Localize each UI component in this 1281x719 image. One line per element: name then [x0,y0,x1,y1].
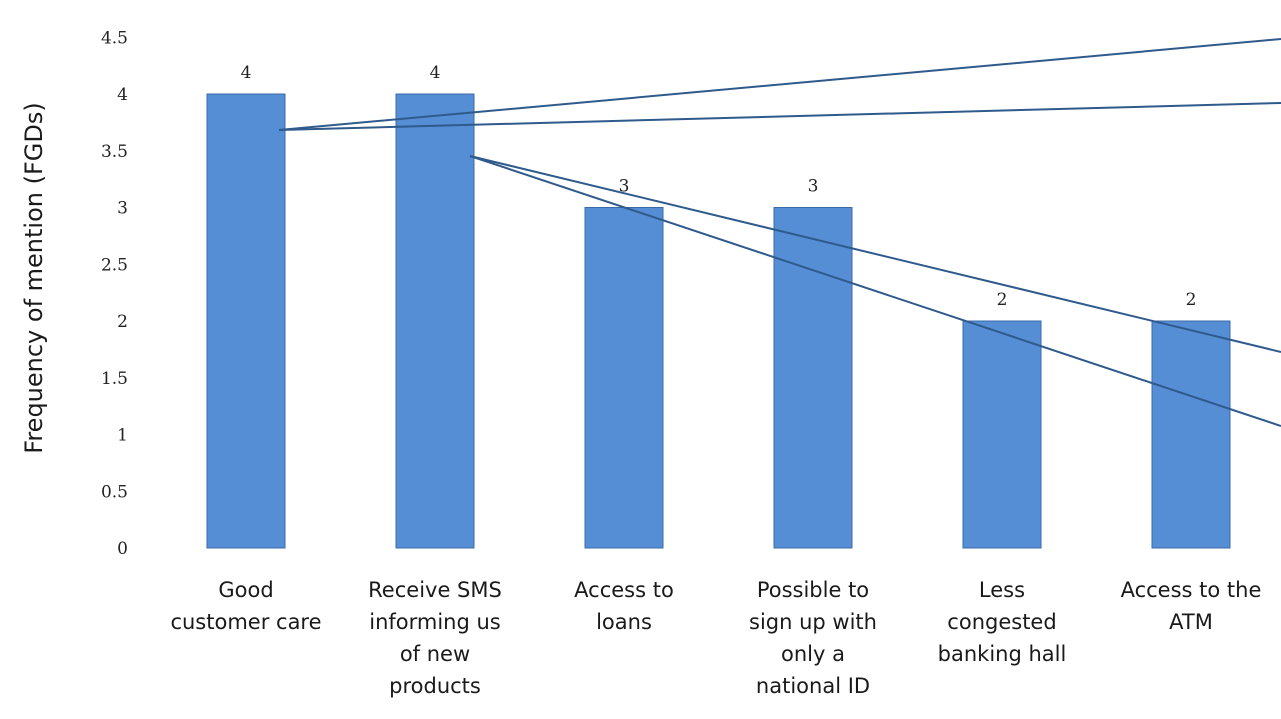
category-label-line: Good [218,578,273,602]
y-tick-label: 1.5 [101,369,128,389]
category-label-line: of new [400,642,470,666]
category-label-line: Receive SMS [368,578,502,602]
y-tick-label: 3 [117,199,128,219]
callout-line [469,155,1281,427]
category-label: Access to loans [574,578,674,634]
data-label: 2 [997,290,1008,310]
callout-line [278,102,1281,131]
category-label-line: banking hall [938,642,1067,666]
category-label: Good customer care [170,578,321,634]
category-label-line: sign up with [749,610,877,634]
y-tick-label: 2.5 [101,255,128,275]
category-label-line: Possible to [757,578,869,602]
category-label-line: customer care [170,610,321,634]
category-label-line: only a [781,642,845,666]
category-label-line: ATM [1169,610,1213,634]
bar [1151,320,1231,549]
category-label-line: Access to [574,578,674,602]
bar [206,93,286,549]
callout-line [278,38,1281,131]
y-tick-label: 4 [117,85,128,105]
category-label: Less congested banking hall [938,578,1067,666]
bar [395,93,475,549]
category-label-line: congested [947,610,1056,634]
data-label: 3 [619,177,630,197]
category-label-line: loans [596,610,652,634]
y-tick-label: 0.5 [101,482,128,502]
callout-lines [278,38,1281,427]
category-labels: Good customer care Receive SMS informing us… [170,578,1261,698]
y-tick-label: 4.5 [101,28,128,48]
data-label: 4 [241,63,252,83]
data-label: 4 [430,63,441,83]
y-axis-title-group: Frequency of mention (FGDs) [20,102,48,453]
data-label: 3 [808,177,819,197]
category-label-line: products [389,674,481,698]
y-axis-ticks: 0 0.5 1 1.5 2 2.5 3 3.5 4 4.5 [101,28,128,559]
callout-line [469,155,1281,353]
category-label-line: Access to the [1121,578,1262,602]
y-tick-label: 1 [117,426,128,446]
bar [773,207,853,549]
category-label: Receive SMS informing us of new products [368,578,502,698]
category-label-line: national ID [756,674,870,698]
data-labels: 4 4 3 3 2 2 [241,63,1197,310]
category-label: Possible to sign up with only a national ID [749,578,877,698]
data-label: 2 [1186,290,1197,310]
bars [206,93,1231,549]
category-label-line: Less [979,578,1025,602]
bar [962,320,1042,549]
category-label-line: informing us [369,610,501,634]
y-axis-title: Frequency of mention (FGDs) [20,102,48,453]
y-tick-label: 3.5 [101,142,128,162]
category-label: Access to the ATM [1121,578,1262,634]
bar [584,207,664,549]
y-tick-label: 2 [117,312,128,332]
y-tick-label: 0 [117,539,128,559]
